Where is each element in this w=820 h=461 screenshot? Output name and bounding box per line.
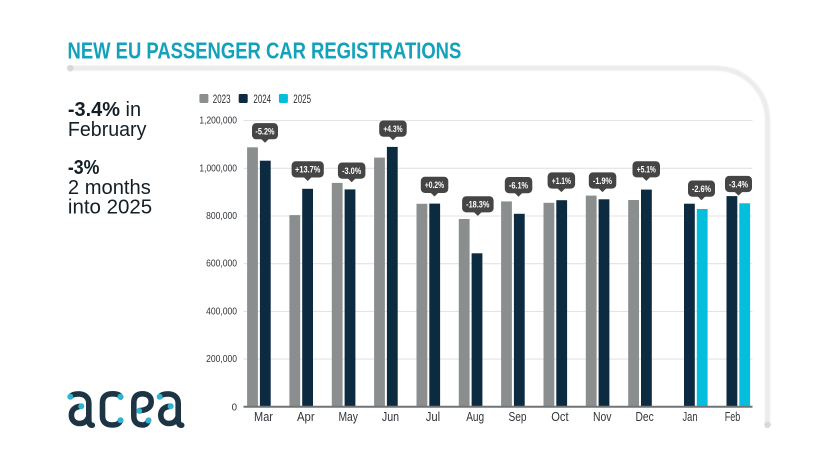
svg-text:+4.3%: +4.3% xyxy=(383,124,403,134)
svg-text:Aug: Aug xyxy=(466,409,484,424)
svg-text:400,000: 400,000 xyxy=(206,306,237,317)
svg-text:NEW EU PASSENGER CAR REGISTRAT: NEW EU PASSENGER CAR REGISTRATIONS xyxy=(68,37,462,63)
svg-text:Dec: Dec xyxy=(636,409,655,424)
svg-text:2 months: 2 months xyxy=(68,177,151,199)
svg-text:February: February xyxy=(68,119,146,141)
svg-text:+1.1%: +1.1% xyxy=(552,176,572,186)
svg-text:-3.4% in: -3.4% in xyxy=(68,99,141,121)
svg-text:1,200,000: 1,200,000 xyxy=(199,116,237,127)
svg-text:600,000: 600,000 xyxy=(206,259,237,270)
svg-text:-3.4%: -3.4% xyxy=(729,179,749,189)
svg-text:Nov: Nov xyxy=(593,409,612,424)
svg-text:Apr: Apr xyxy=(297,409,315,424)
svg-text:-6.1%: -6.1% xyxy=(509,180,529,190)
svg-text:Sep: Sep xyxy=(508,409,526,424)
svg-text:0: 0 xyxy=(232,402,238,413)
svg-text:May: May xyxy=(338,409,358,424)
svg-text:800,000: 800,000 xyxy=(206,211,237,222)
svg-text:Oct: Oct xyxy=(551,409,569,424)
svg-text:Feb: Feb xyxy=(725,409,741,424)
svg-text:200,000: 200,000 xyxy=(206,354,237,365)
svg-text:Jan: Jan xyxy=(683,409,698,424)
svg-text:2025: 2025 xyxy=(293,92,311,106)
svg-text:+13.7%: +13.7% xyxy=(295,165,321,175)
svg-text:Jul: Jul xyxy=(426,409,440,424)
svg-text:2023: 2023 xyxy=(213,92,231,106)
svg-text:Mar: Mar xyxy=(254,409,273,424)
svg-text:-5.2%: -5.2% xyxy=(255,127,275,137)
svg-text:into 2025: into 2025 xyxy=(68,197,152,219)
svg-text:-3%: -3% xyxy=(68,157,100,179)
svg-text:+0.2%: +0.2% xyxy=(425,180,445,190)
svg-text:-3.0%: -3.0% xyxy=(342,166,362,176)
svg-text:-18.3%: -18.3% xyxy=(466,200,490,210)
svg-text:+5.1%: +5.1% xyxy=(637,165,657,175)
svg-text:2024: 2024 xyxy=(253,92,271,106)
svg-text:Jun: Jun xyxy=(382,409,399,424)
svg-text:1,000,000: 1,000,000 xyxy=(199,163,237,174)
svg-text:-2.6%: -2.6% xyxy=(692,184,712,194)
svg-text:-1.9%: -1.9% xyxy=(593,176,613,186)
